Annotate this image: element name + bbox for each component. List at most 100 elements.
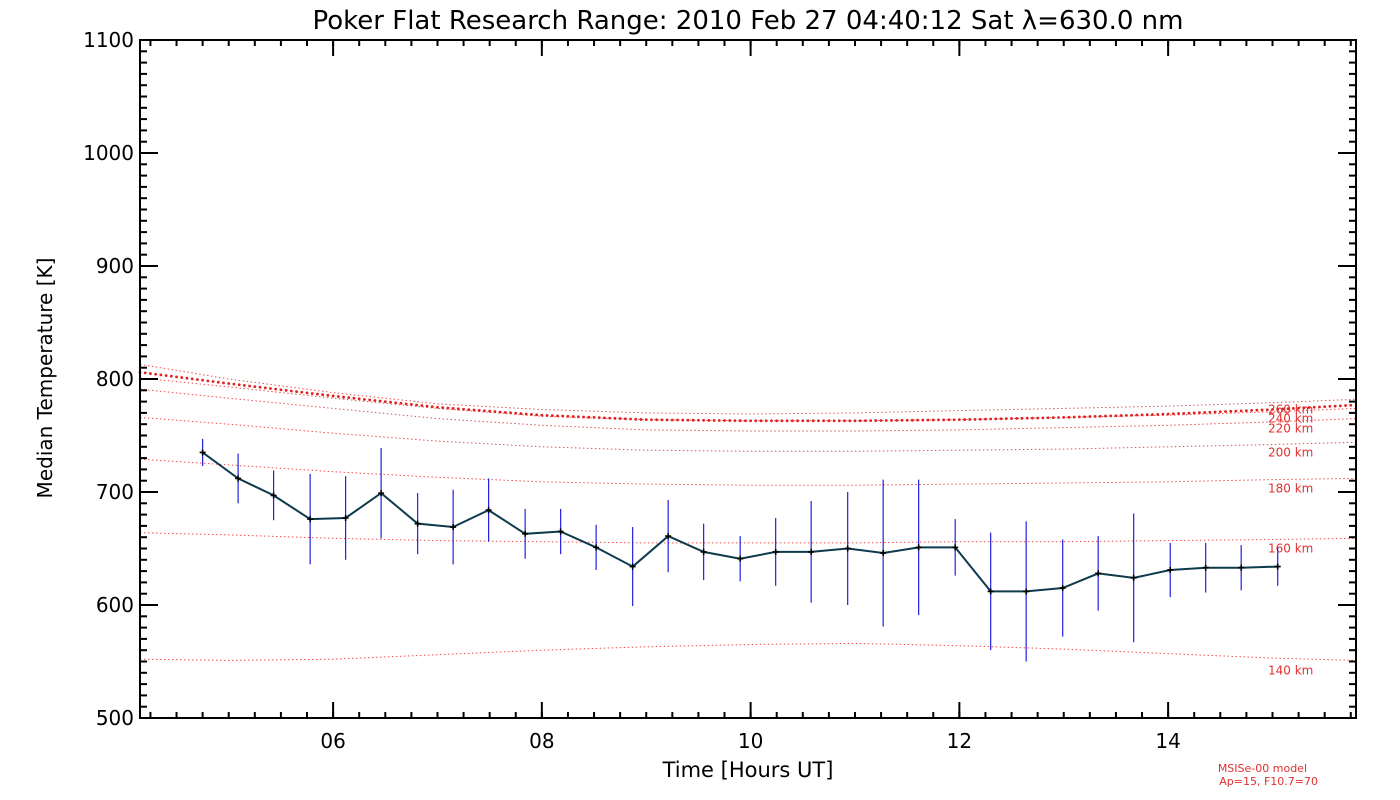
model-dot: [770, 419, 773, 423]
model-dot: [754, 419, 758, 423]
model-dot: [498, 410, 502, 414]
model-dot: [759, 419, 763, 423]
model-dot: [702, 418, 706, 422]
model-dot: [248, 384, 251, 388]
model-dot: [441, 406, 445, 410]
model-dot: [1020, 416, 1024, 420]
model-dot: [545, 413, 549, 417]
model-dot: [858, 419, 862, 423]
model-dot: [629, 417, 632, 421]
model-dot: [1104, 414, 1107, 418]
model-dot: [143, 371, 147, 375]
model-dot: [342, 395, 345, 399]
model-dot: [415, 403, 419, 407]
model-dot: [519, 412, 523, 415]
model-dot: [890, 419, 893, 422]
model-note-line-1: MSISe-00 model: [1218, 762, 1307, 775]
model-dot: [284, 388, 288, 392]
model-dot: [1239, 409, 1243, 413]
model-dot: [723, 419, 726, 422]
model-dot: [910, 418, 914, 422]
model-dot: [697, 418, 700, 422]
model-dot: [676, 418, 679, 422]
model-dot: [201, 378, 205, 382]
model-dot: [1171, 412, 1175, 416]
model-dot: [446, 406, 450, 410]
plot-frame: [139, 39, 1357, 719]
model-dot: [1083, 415, 1087, 419]
model-dot: [837, 419, 841, 423]
model-dot: [493, 410, 497, 414]
model-dot: [712, 419, 716, 422]
model-dot: [154, 372, 158, 376]
model-dot: [1349, 403, 1353, 407]
model-dot: [670, 418, 674, 422]
model-dot: [420, 404, 424, 407]
model-curve-label: 140 km: [1268, 663, 1313, 677]
model-dot: [164, 374, 168, 377]
data-point: [199, 449, 206, 456]
model-dot: [869, 419, 873, 423]
model-dot: [456, 407, 460, 411]
model-dot: [216, 380, 220, 384]
model-dot: [707, 418, 711, 422]
model-dot: [853, 419, 857, 423]
model-dot: [524, 412, 528, 416]
data-point: [378, 490, 385, 497]
model-curve: [139, 416, 1357, 452]
model-dot: [984, 417, 987, 421]
model-dot: [472, 408, 476, 412]
model-dot: [383, 400, 387, 403]
model-dot: [1218, 410, 1222, 414]
model-dot: [1323, 405, 1327, 409]
model-dot: [363, 397, 366, 401]
model-dot: [321, 393, 325, 397]
model-dot: [999, 417, 1003, 421]
model-dot: [749, 419, 753, 423]
model-dot: [796, 419, 799, 423]
model-dot: [989, 417, 993, 421]
model-dot: [399, 401, 403, 405]
y-tick-label: 800: [96, 367, 134, 391]
model-dot: [916, 418, 920, 422]
model-dot: [1135, 413, 1139, 417]
model-dot: [790, 419, 794, 423]
model-dot: [832, 419, 836, 423]
model-dot: [571, 415, 575, 418]
data-point: [1167, 566, 1174, 573]
model-dot: [1057, 416, 1060, 419]
model-dot: [1318, 405, 1321, 409]
model-dot: [806, 419, 810, 423]
data-point: [342, 514, 349, 521]
data-point: [880, 550, 887, 557]
model-dot: [1234, 409, 1238, 413]
model-dot: [1281, 407, 1285, 411]
model-dot: [373, 399, 377, 402]
model-dot: [1025, 416, 1029, 420]
model-dot: [295, 390, 298, 393]
model-dot: [274, 387, 278, 391]
data-point: [772, 548, 779, 555]
data-point: [593, 544, 600, 551]
model-dot: [827, 419, 831, 423]
model-dot: [1302, 406, 1306, 410]
model-dot: [843, 419, 846, 423]
model-dot: [1046, 416, 1050, 420]
model-dot: [404, 402, 408, 406]
data-point: [235, 475, 242, 482]
model-dot: [665, 418, 669, 422]
model-dot: [926, 418, 930, 422]
model-dot: [592, 416, 596, 419]
model-dot: [556, 414, 559, 418]
data-point: [1274, 563, 1281, 570]
model-dot: [618, 417, 622, 420]
model-dot: [733, 419, 737, 423]
model-dot: [931, 418, 935, 422]
model-dot: [180, 376, 184, 379]
model-dot: [639, 418, 643, 421]
model-dot: [811, 419, 815, 423]
model-dot: [206, 379, 210, 383]
data-point: [1059, 585, 1066, 592]
model-dot: [874, 419, 878, 422]
